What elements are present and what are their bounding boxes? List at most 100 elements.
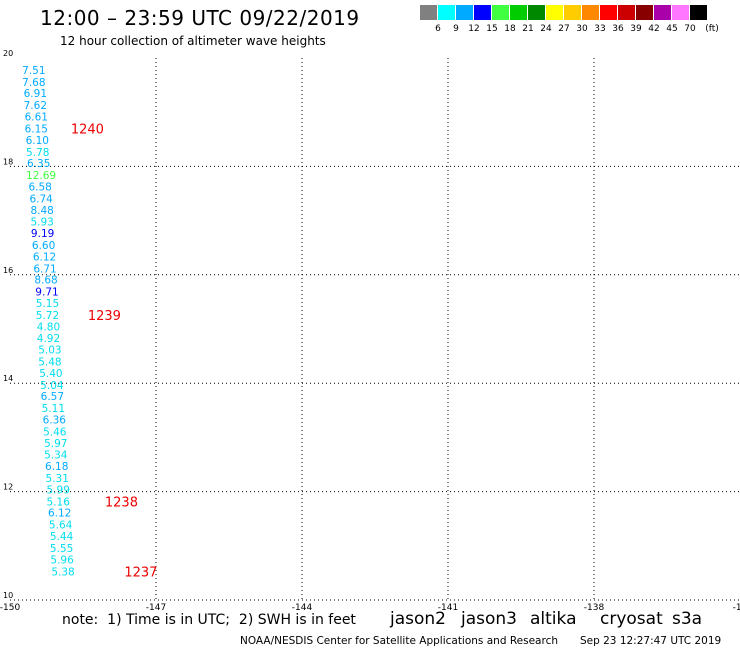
y-tick-label: 18 [3,157,13,166]
legend-swatch [564,5,582,20]
swh-value: 6.18 [45,461,68,473]
legend-label: 27 [558,24,570,34]
legend-swatch [672,5,690,20]
x-tick-label: -150 [0,603,20,613]
swh-value: 6.71 [33,263,56,275]
time-label: 1238 [105,495,138,510]
swh-value: 5.72 [36,310,59,322]
swh-value: 5.93 [30,217,53,229]
swh-value: 6.35 [27,158,50,170]
legend-label: 18 [504,24,516,34]
swh-value: 7.62 [24,100,47,112]
swh-value: 4.92 [37,333,60,345]
swh-value: 5.78 [26,147,49,159]
satellite-cryosat: cryosat [600,609,663,629]
legend-unit: (ft) [705,24,719,34]
legend-swatch [528,5,546,20]
swh-value: 5.03 [38,345,61,357]
swh-value: 8.68 [34,275,57,287]
swh-value: 5.96 [50,554,74,566]
page-title: 12:00 – 23:59 UTC 09/22/2019 [40,6,360,30]
swh-value: 6.74 [29,193,53,205]
y-tick-label: 10 [3,591,13,600]
swh-value: 5.15 [36,298,59,310]
satellite-s3a: s3a [672,609,703,629]
legend-label: 39 [630,24,642,34]
x-tick-label: -147 [146,603,166,613]
swh-value: 5.97 [44,438,67,450]
time-label: 1240 [71,122,104,137]
swh-value: 5.04 [40,380,64,392]
swh-value: 6.61 [25,112,48,124]
legend-swatch [456,5,474,20]
swh-value: 5.34 [44,450,68,462]
legend-swatch [654,5,672,20]
legend-label: 70 [684,24,696,34]
legend-label: 21 [522,24,534,34]
satellite-altika: altika [530,609,577,629]
swh-value: 7.68 [22,77,45,89]
swh-value: 5.48 [38,357,61,369]
swh-value: 12.69 [26,170,56,182]
swh-value: 6.60 [32,240,55,252]
swh-value: 9.19 [31,228,54,240]
legend-swatch [546,5,564,20]
swh-value: 8.48 [30,205,53,217]
time-label: 1239 [88,309,121,324]
swh-value: 6.15 [25,123,48,135]
time-label: 1237 [124,565,157,580]
swh-value: 6.10 [26,135,49,147]
satellite-jason3: jason3 [461,609,517,629]
swh-value: 5.44 [50,531,74,543]
legend-swatch [618,5,636,20]
x-tick-label: -144 [292,603,313,613]
swh-value: 6.91 [24,88,47,100]
color-legend: 6 9 12 15 18 21 24 27 30 33 36 39 42 45 70 (ft) [420,5,728,35]
page-subtitle: 12 hour collection of altimeter wave hei… [60,34,326,48]
legend-label: 12 [468,24,480,34]
legend-label: 30 [576,24,588,34]
x-tick-label: -138 [584,603,605,613]
swh-value: 5.16 [47,496,71,508]
legend-swatch [438,5,456,20]
legend-swatch [474,5,492,20]
legend-swatch [492,5,510,20]
legend-label: 36 [612,24,624,34]
legend-swatch [510,5,528,20]
legend-swatch [582,5,600,20]
swh-value: 5.99 [47,484,70,496]
legend-swatch [600,5,618,20]
legend-label: 6 [435,24,441,34]
legend-label: 45 [666,24,678,34]
legend-label: 15 [486,24,498,34]
legend-label: 24 [540,24,552,34]
legend-label: 42 [648,24,660,34]
y-tick-label: 16 [3,266,13,275]
x-tick-label: -141 [438,603,458,613]
y-tick-label: 20 [3,49,13,58]
swh-value: 5.38 [51,566,74,578]
swh-value: 5.11 [42,403,65,415]
legend-swatch [690,5,708,20]
swh-value: 7.51 [22,65,45,77]
legend-label: 33 [594,24,606,34]
swh-value: 6.12 [33,251,56,263]
swh-value: 6.57 [41,391,64,403]
swh-value: 5.31 [46,473,69,485]
swh-value: 4.80 [37,321,60,333]
swh-value: 6.36 [43,415,67,427]
legend-swatch [636,5,654,20]
legend-swatch [420,5,438,20]
notes-text: note: 1) Time is in UTC; 2) SWH is in fe… [62,612,356,628]
y-tick-label: 12 [3,483,13,492]
x-tick-label: -13 [733,603,740,613]
satellite-jason2: jason2 [390,609,446,629]
swh-value: 5.55 [50,543,73,555]
swh-value: 5.40 [39,368,62,380]
swh-value: 5.64 [49,520,73,532]
swh-value: 9.71 [35,287,58,299]
footer-credit: NOAA/NESDIS Center for Satellite Applica… [240,635,558,647]
legend-label: 9 [453,24,459,34]
